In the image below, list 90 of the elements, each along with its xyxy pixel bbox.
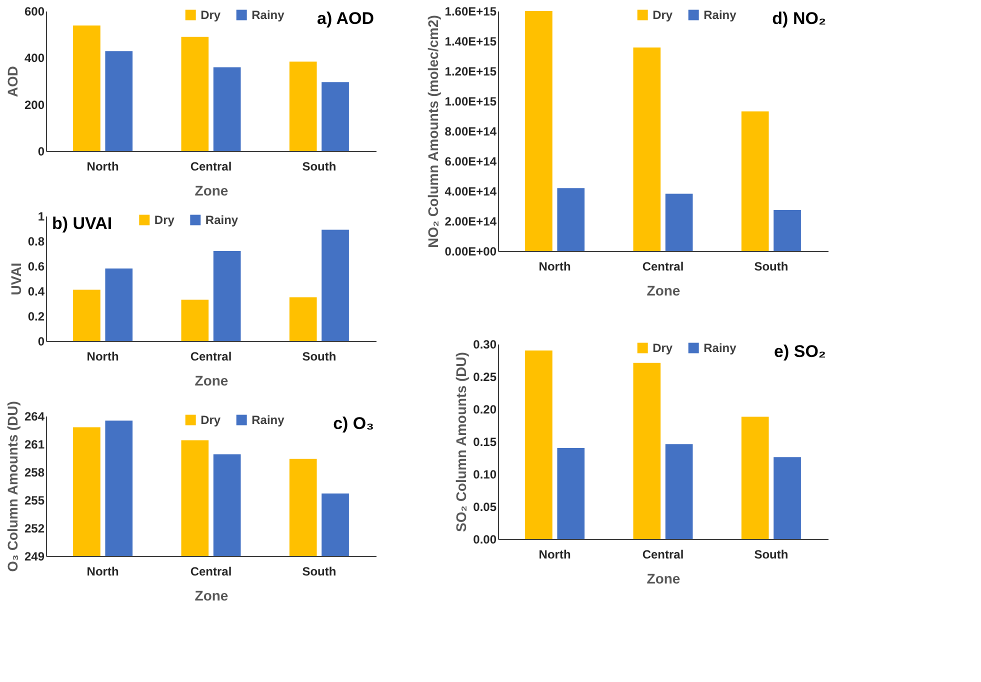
x-tick-label: South <box>302 564 336 578</box>
legend-label: Dry <box>200 413 221 427</box>
x-tick-label: North <box>538 548 571 562</box>
legend-label: Rainy <box>252 8 285 22</box>
y-tick-label: 4.00E+14 <box>444 184 497 198</box>
bar <box>289 297 317 341</box>
y-tick-label: 261 <box>24 438 45 452</box>
y-tick-label: 0.00 <box>473 532 497 546</box>
legend-label: Dry <box>652 8 673 22</box>
chart-title: a) AOD <box>317 9 374 28</box>
y-tick-label: 264 <box>24 410 45 424</box>
chart-title: e) SO₂ <box>774 342 826 361</box>
y-tick-label: 200 <box>24 98 45 112</box>
y-tick-label: 600 <box>24 4 45 18</box>
y-axis-title: O₃ Column Amounts (DU) <box>4 401 20 572</box>
bar <box>774 457 801 539</box>
x-tick-label: North <box>86 350 119 364</box>
legend-label: Rainy <box>205 213 238 227</box>
y-tick-label: 1.00E+15 <box>444 94 497 108</box>
y-tick-label: 0 <box>38 144 45 158</box>
bar <box>525 350 552 539</box>
y-tick-label: 0.05 <box>473 500 497 514</box>
x-tick-label: Central <box>642 548 684 562</box>
chart-title: d) NO₂ <box>772 9 826 28</box>
x-tick-label: Central <box>190 564 232 578</box>
x-tick-label: South <box>754 260 788 274</box>
y-tick-label: 8.00E+14 <box>444 124 497 138</box>
y-tick-label: 0.8 <box>28 234 45 248</box>
y-tick-label: 0.4 <box>28 284 45 298</box>
y-tick-label: 255 <box>24 494 45 508</box>
legend-label: Rainy <box>704 341 737 355</box>
bar <box>73 25 100 151</box>
y-tick-label: 1.40E+15 <box>444 34 497 48</box>
bar <box>73 290 100 341</box>
x-tick-label: South <box>754 548 788 562</box>
y-axis-title: SO₂ Column Amounts (DU) <box>453 352 470 532</box>
legend-label: Dry <box>154 213 175 227</box>
legend-label: Rainy <box>704 8 737 22</box>
y-tick-label: 0.00E+00 <box>444 244 497 258</box>
y-tick-label: 0.20 <box>473 402 497 416</box>
y-tick-label: 0.30 <box>473 338 497 352</box>
chart-title: b) UVAI <box>52 214 112 233</box>
y-axis-title: NO₂ Column Amounts (molec/cm2) <box>424 15 441 248</box>
y-tick-label: 252 <box>24 522 45 536</box>
x-tick-label: North <box>86 160 119 174</box>
y-tick-label: 0 <box>38 334 45 348</box>
y-tick-label: 1.20E+15 <box>444 64 497 78</box>
chart-title: c) O₃ <box>333 414 374 433</box>
y-tick-label: 0.6 <box>28 260 45 274</box>
x-axis-title: Zone <box>646 570 680 586</box>
x-axis-title: Zone <box>646 282 680 298</box>
x-tick-label: South <box>302 160 336 174</box>
bar <box>665 444 693 539</box>
y-axis-title: UVAI <box>8 262 24 296</box>
legend-label: Dry <box>200 8 221 22</box>
bar <box>633 362 661 539</box>
x-axis-title: Zone <box>194 372 228 388</box>
x-tick-label: Central <box>190 160 232 174</box>
x-tick-label: North <box>86 564 119 578</box>
x-tick-label: North <box>538 260 571 274</box>
x-tick-label: Central <box>190 350 232 364</box>
x-axis-title: Zone <box>194 182 228 198</box>
bar <box>213 67 241 151</box>
bar <box>213 251 241 341</box>
y-tick-label: 0.2 <box>28 310 45 324</box>
x-axis-title: Zone <box>194 588 228 604</box>
bar <box>105 51 133 151</box>
y-tick-label: 258 <box>24 466 45 480</box>
y-tick-label: 1.60E+15 <box>444 4 497 18</box>
x-tick-label: Central <box>642 260 684 274</box>
bar <box>322 82 349 151</box>
legend-label: Dry <box>652 341 673 355</box>
y-tick-label: 1 <box>38 210 45 224</box>
bar <box>289 62 317 151</box>
y-tick-label: 0.10 <box>473 468 497 482</box>
y-tick-label: 2.00E+14 <box>444 214 497 228</box>
bar <box>181 300 209 341</box>
bar <box>322 230 349 341</box>
y-axis-title: AOD <box>4 66 20 98</box>
bar <box>557 448 585 539</box>
y-tick-label: 0.25 <box>473 370 497 384</box>
bar <box>105 268 133 341</box>
y-tick-label: 400 <box>24 51 45 66</box>
y-tick-label: 0.15 <box>473 435 497 449</box>
bar <box>181 36 209 151</box>
legend-label: Rainy <box>252 413 285 427</box>
bar <box>741 416 769 539</box>
y-tick-label: 6.00E+14 <box>444 154 497 168</box>
x-tick-label: South <box>302 350 336 364</box>
y-tick-label: 249 <box>24 550 45 564</box>
